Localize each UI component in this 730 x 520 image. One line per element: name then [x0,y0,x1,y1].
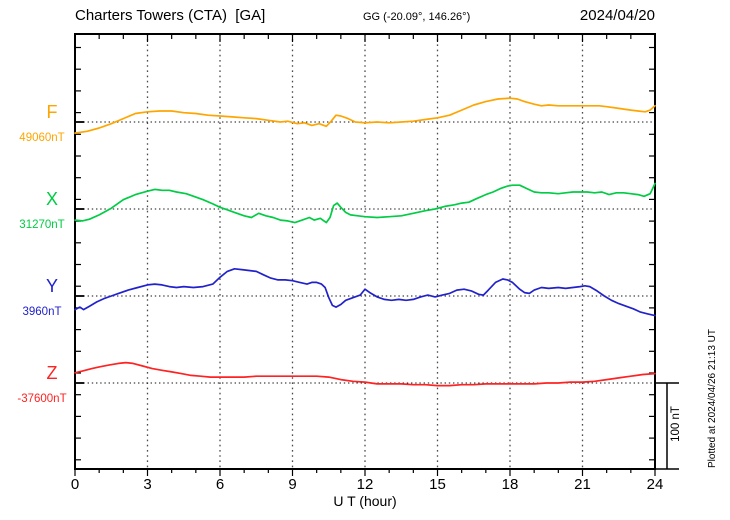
x-tick-label-0: 0 [71,476,79,493]
x-tick-label-18: 18 [502,476,519,493]
trace-Y [74,267,656,317]
x-tick-label-15: 15 [429,476,446,493]
series-label-Y: Y [46,276,58,296]
scale-bar-label: 100 nT [670,406,682,442]
x-tick-label-3: 3 [143,476,151,493]
station-title: Charters Towers (CTA) [GA] [75,7,266,24]
trace-X [74,182,656,224]
plot-date: 2024/04/20 [579,7,655,24]
series-baseline-value-Z: -37600nT [17,393,66,405]
series-baseline-value-Y: 3960nT [22,306,61,318]
series-label-F: F [47,102,58,122]
x-tick-label-21: 21 [574,476,591,493]
plotted-at-timestamp: Plotted at 2024/04/26 21:13 UT [707,329,718,468]
x-axis-title: U T (hour) [333,493,397,509]
series-label-X: X [46,189,58,209]
series-baseline-value-X: 31270nT [19,219,64,231]
series-label-Z: Z [47,363,58,383]
x-tick-label-12: 12 [357,476,374,493]
series-baseline-value-F: 49060nT [19,132,64,144]
x-tick-label-6: 6 [216,476,224,493]
trace-F [74,97,656,134]
x-tick-label-24: 24 [647,476,664,493]
trace-Z [74,361,656,387]
geographic-coordinates: GG (-20.09°, 146.26°) [363,11,471,23]
x-tick-label-9: 9 [288,476,296,493]
